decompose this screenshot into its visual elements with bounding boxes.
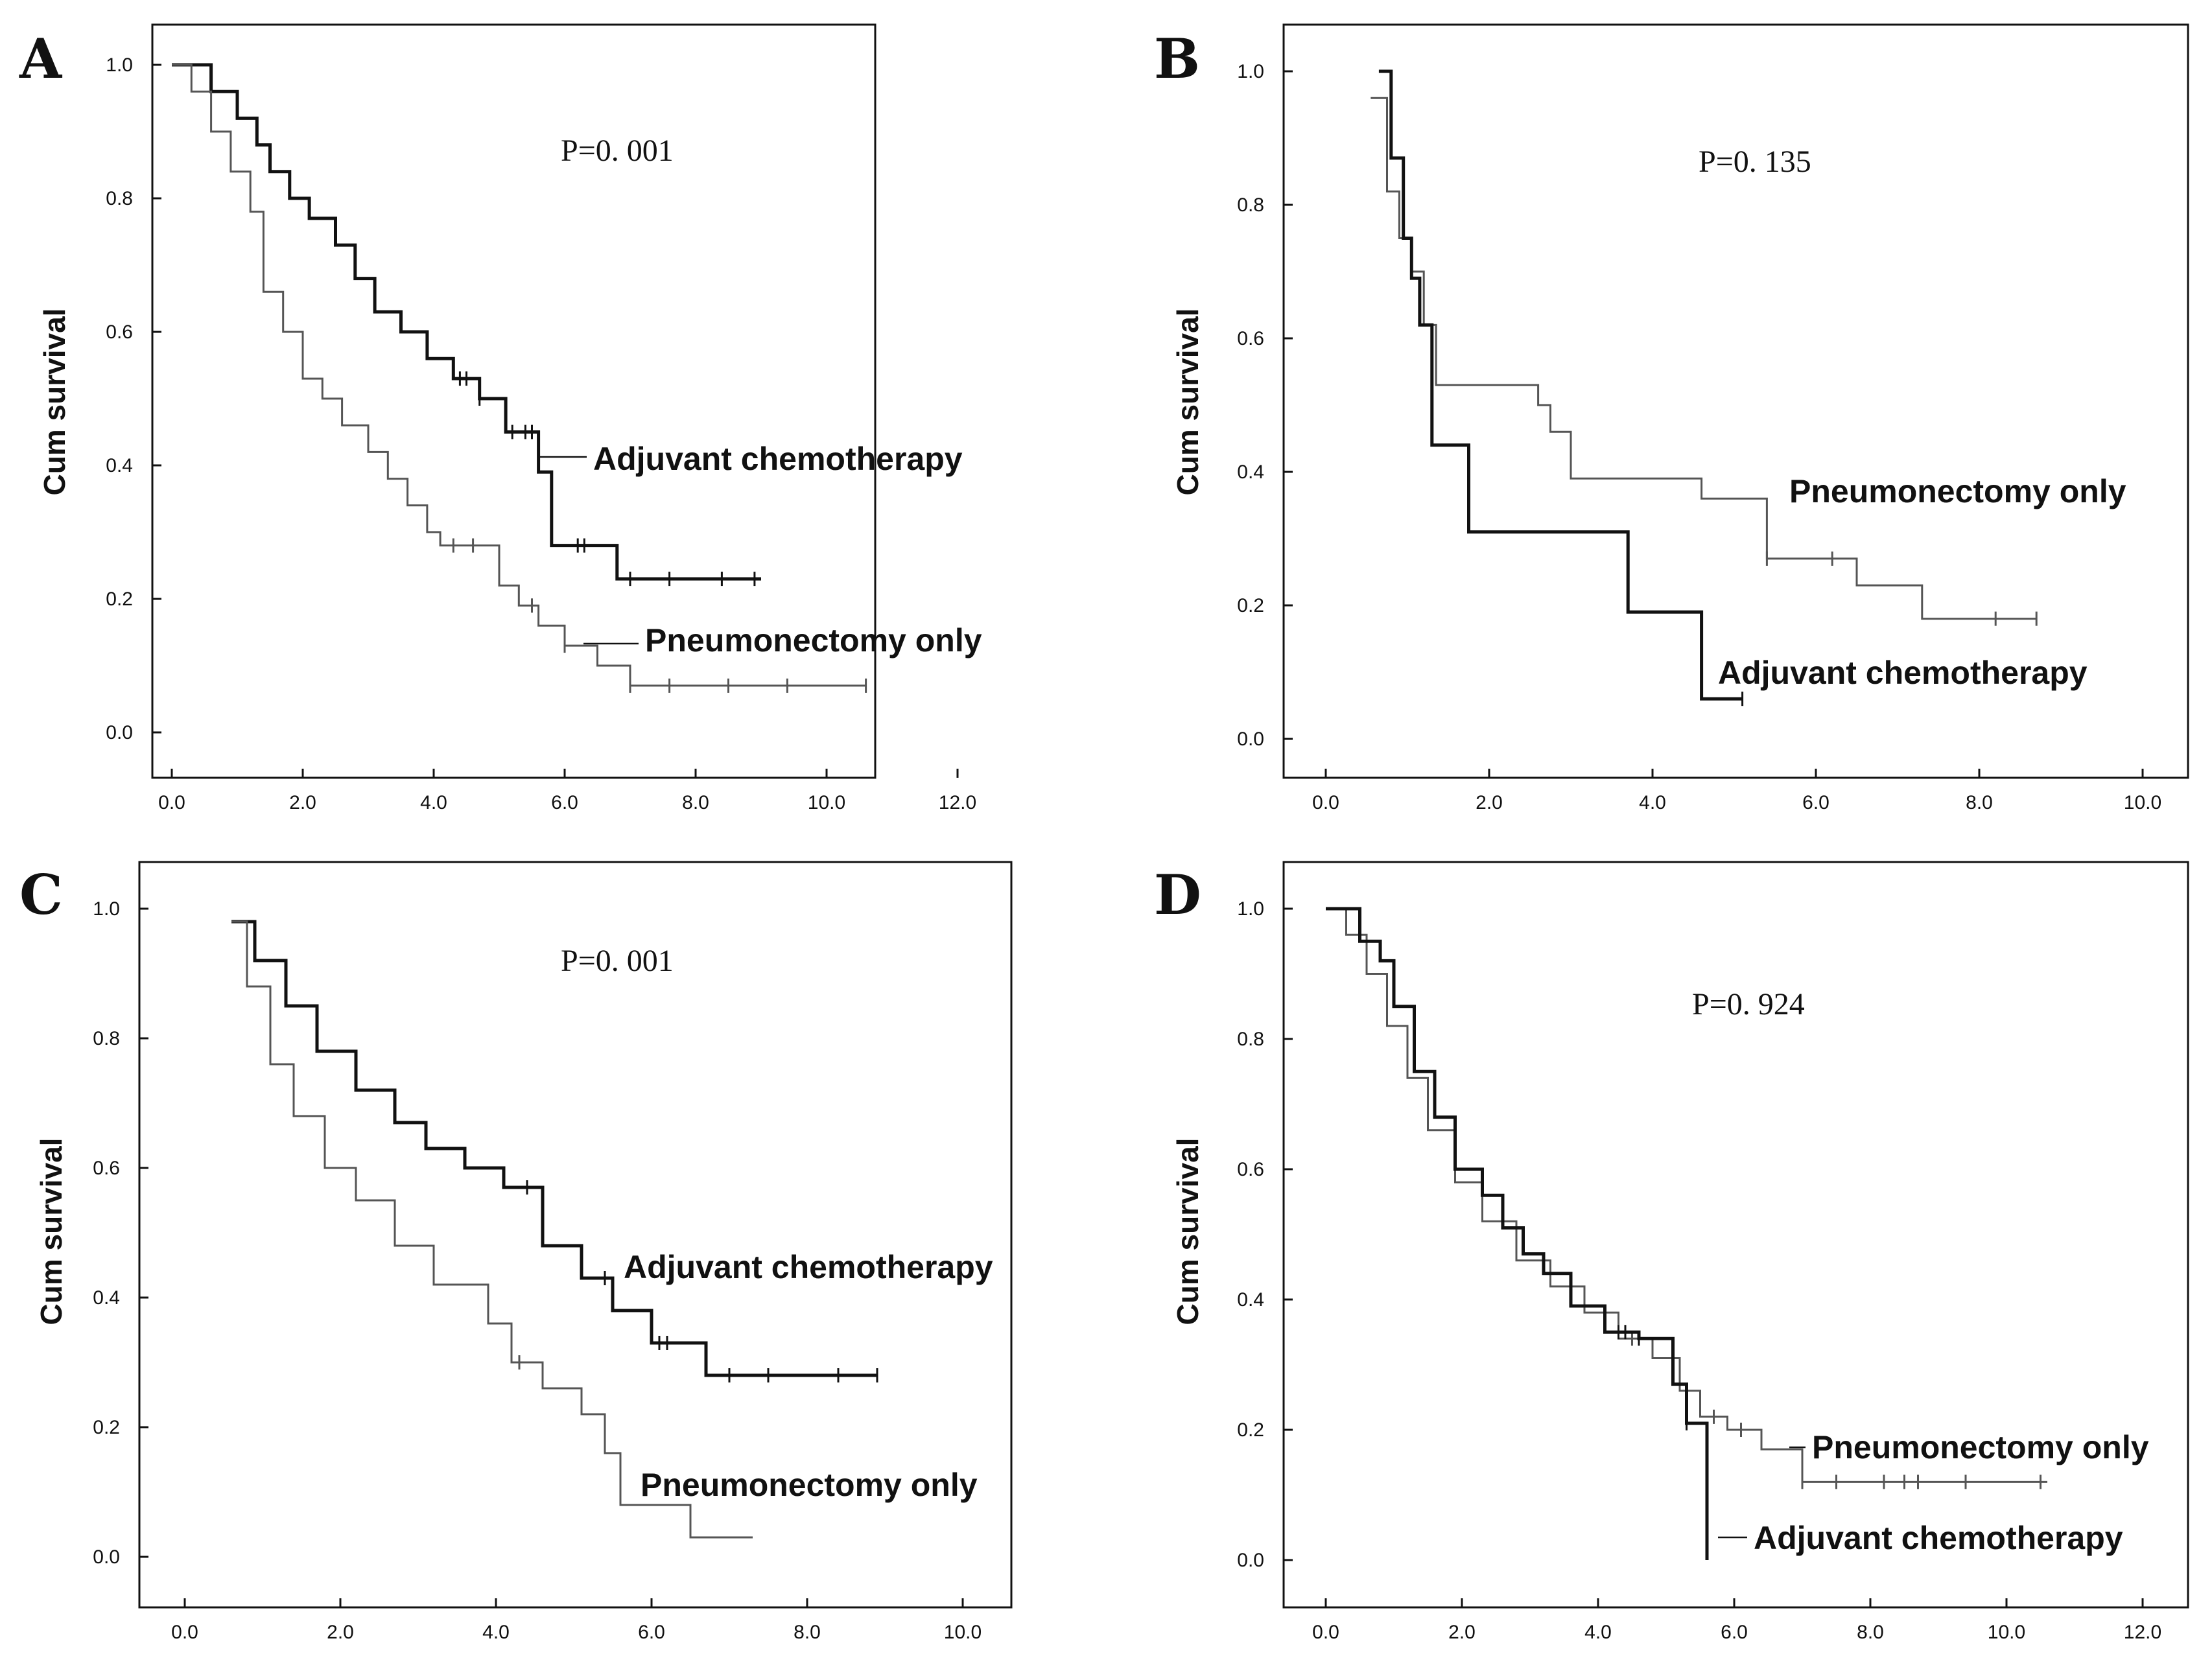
panel-letter: A [19, 27, 63, 91]
plot-frame [1282, 23, 2189, 779]
panel-A: A 0.0 0.2 0.4 0.6 0.8 1.0 0.0 2.0 4.0 6.0 8.0 10.0 12… [19, 23, 982, 813]
y-tick-label: 0.4 [1237, 1289, 1264, 1311]
y-tick-label: 0.6 [1237, 328, 1264, 349]
series-label: Pneumonectomy only [645, 622, 982, 659]
y-tick-label: 0.0 [1237, 729, 1264, 750]
x-tick-label: 4.0 [482, 1622, 510, 1643]
y-tick-label: 1.0 [1237, 898, 1264, 920]
x-tick-label: 8.0 [1857, 1622, 1884, 1643]
y-tick-label: 0.8 [106, 188, 133, 209]
x-tick-label: 6.0 [1721, 1622, 1748, 1643]
x-tick-label: 6.0 [551, 792, 578, 813]
survival-curve-adjuvant-chemotherapy [172, 63, 761, 581]
series-label: Adjuvant chemotherapy [593, 441, 963, 477]
x-tick-label: 10.0 [1988, 1622, 2025, 1643]
series-label: Pneumonectomy only [1789, 473, 2126, 509]
x-tick-label: 10.0 [2124, 792, 2161, 813]
x-tick-label: 4.0 [1639, 792, 1666, 813]
y-axis-label: Cum survival [38, 309, 71, 496]
y-tick-label: 0.0 [93, 1546, 120, 1568]
panel-D: D 0.0 0.2 0.4 0.6 0.8 1.0 0.0 2.0 4.0 6.0 8.0 10.0 12… [1154, 861, 2189, 1643]
x-tick-label: 2.0 [1448, 1622, 1476, 1643]
x-tick-label: 4.0 [1584, 1622, 1612, 1643]
x-tick-label: 0.0 [1312, 1622, 1339, 1643]
x-tick-label: 4.0 [420, 792, 447, 813]
plot-frame [138, 861, 1013, 1609]
x-tick-label: 6.0 [638, 1622, 665, 1643]
series-label: Pneumonectomy only [641, 1467, 978, 1503]
y-tick-label: 0.0 [1237, 1550, 1264, 1571]
y-tick-label: 0.0 [106, 722, 133, 743]
y-tick-label: 0.2 [106, 589, 133, 610]
series-label: Adjuvant chemotherapy [624, 1249, 993, 1285]
p-value-annotation: P=0. 001 [561, 134, 674, 168]
p-value-annotation: P=0. 135 [1699, 145, 1811, 179]
series-label: Adjuvant chemotherapy [1718, 655, 2088, 691]
panel-letter: C [19, 863, 63, 927]
y-tick-label: 1.0 [93, 898, 120, 920]
y-tick-label: 0.2 [1237, 595, 1264, 616]
y-tick-label: 0.6 [1237, 1159, 1264, 1180]
x-tick-label: 8.0 [682, 792, 709, 813]
y-tick-label: 0.8 [93, 1028, 120, 1049]
y-tick-label: 0.4 [1237, 461, 1264, 483]
y-tick-label: 0.4 [106, 455, 133, 476]
x-tick-label: 2.0 [327, 1622, 354, 1643]
survival-curve-adjuvant-chemotherapy [1326, 907, 1709, 1560]
x-tick-label: 0.0 [171, 1622, 198, 1643]
panel-B: B 0.0 0.2 0.4 0.6 0.8 1.0 0.0 2.0 4.0 6.0 8.0 10.0 Cu… [1154, 23, 2189, 813]
x-tick-label: 0.0 [158, 792, 185, 813]
y-tick-label: 0.2 [93, 1417, 120, 1438]
x-tick-label: 2.0 [1476, 792, 1503, 813]
y-tick-label: 1.0 [106, 54, 133, 76]
x-tick-label: 0.0 [1312, 792, 1339, 813]
x-tick-label: 10.0 [944, 1622, 982, 1643]
y-tick-label: 0.8 [1237, 194, 1264, 216]
survival-curve-adjuvant-chemotherapy [1378, 69, 1743, 701]
survival-curve-pneumonectomy-only [172, 64, 866, 687]
series-label: Adjuvant chemotherapy [1754, 1520, 2123, 1556]
panel-letter: B [1154, 27, 1200, 91]
x-tick-label: 12.0 [2124, 1622, 2161, 1643]
x-tick-label: 12.0 [939, 792, 976, 813]
y-axis-label: Cum survival [1171, 1138, 1205, 1325]
survival-curve-adjuvant-chemotherapy [231, 920, 877, 1377]
p-value-annotation: P=0. 001 [561, 944, 674, 978]
panel-C: C 0.0 0.2 0.4 0.6 0.8 1.0 0.0 2.0 4.0 6.0 8.0 10.0 Cu… [19, 861, 1013, 1643]
x-tick-label: 8.0 [1966, 792, 1993, 813]
x-tick-label: 2.0 [289, 792, 316, 813]
y-tick-label: 0.2 [1237, 1419, 1264, 1441]
plot-frame [151, 23, 877, 779]
y-axis-label: Cum survival [1171, 309, 1205, 496]
x-tick-label: 10.0 [808, 792, 845, 813]
p-value-annotation: P=0. 924 [1692, 987, 1805, 1021]
plot-frame [1282, 861, 2189, 1609]
panel-letter: D [1154, 863, 1201, 927]
x-tick-label: 8.0 [794, 1622, 821, 1643]
y-axis-label: Cum survival [34, 1138, 68, 1325]
y-tick-label: 0.6 [106, 321, 133, 343]
series-label: Pneumonectomy only [1812, 1429, 2149, 1465]
x-tick-label: 6.0 [1802, 792, 1830, 813]
y-tick-label: 0.8 [1237, 1029, 1264, 1050]
y-tick-label: 1.0 [1237, 61, 1264, 82]
y-tick-label: 0.6 [93, 1158, 120, 1179]
survival-curve-pneumonectomy-only [231, 920, 753, 1539]
survival-curve-pneumonectomy-only [1371, 97, 2037, 620]
y-tick-label: 0.4 [93, 1287, 120, 1309]
